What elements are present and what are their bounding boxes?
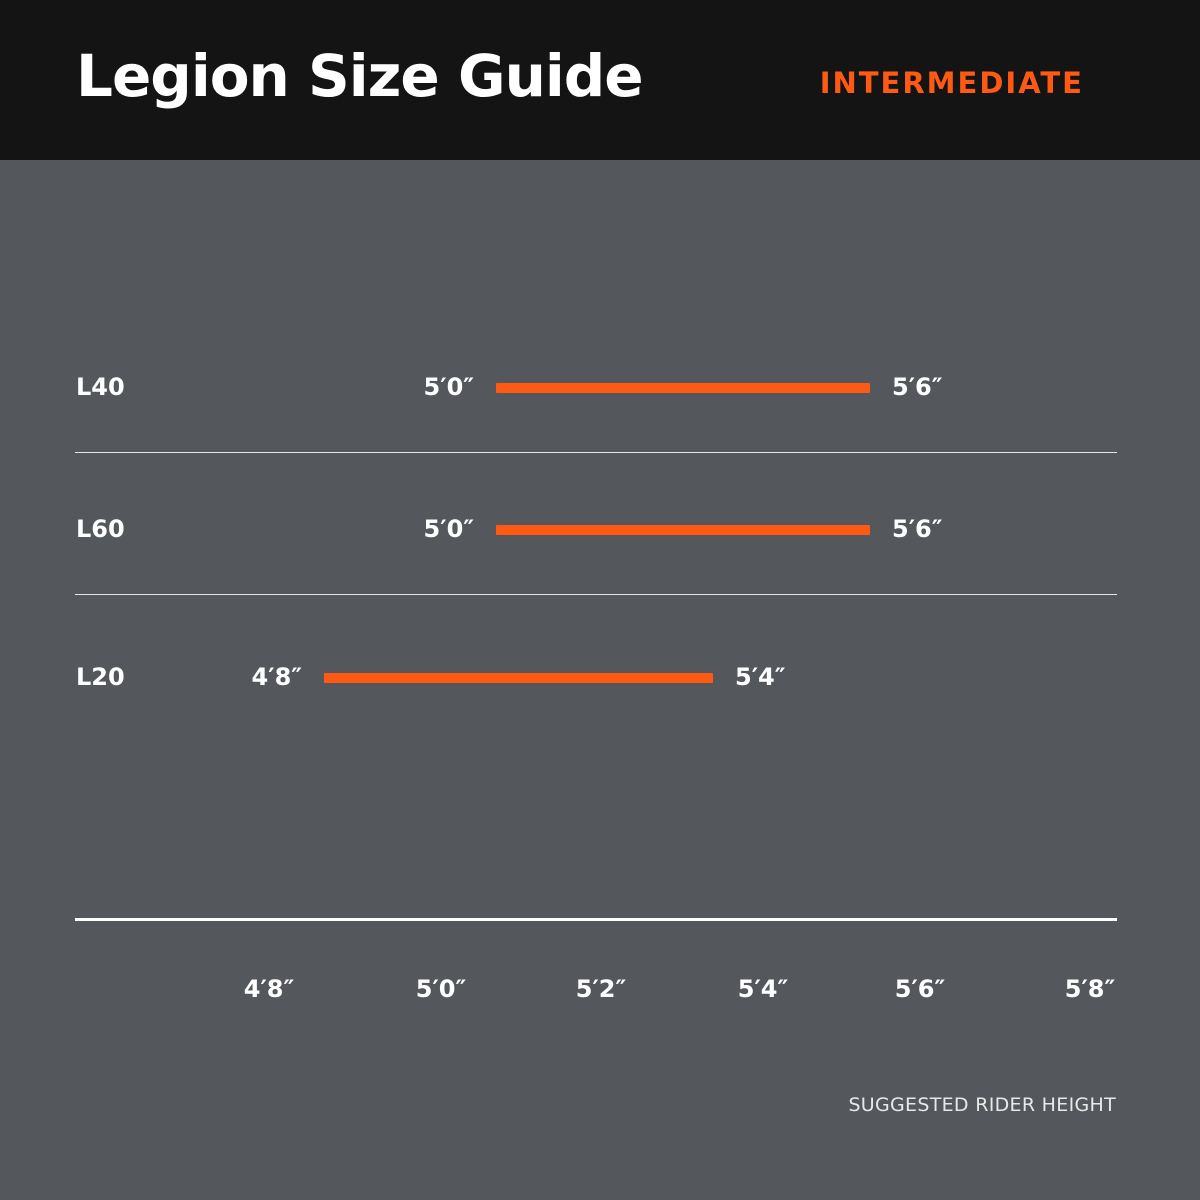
row-label-l40: L40 <box>76 373 125 401</box>
range-min-label: 5′0″ <box>423 373 474 401</box>
range-max-label: 5′6″ <box>892 373 943 401</box>
row-divider <box>75 594 1117 595</box>
range-min-label: 4′8″ <box>251 663 302 691</box>
range-min-label: 5′0″ <box>423 515 474 543</box>
page-title: Legion Size Guide <box>76 42 644 110</box>
row-divider <box>75 452 1117 453</box>
range-bar-l20 <box>324 673 713 683</box>
x-axis-title: SUGGESTED RIDER HEIGHT <box>848 1094 1116 1116</box>
row-label-l20: L20 <box>76 663 125 691</box>
x-tick-label: 5′2″ <box>575 975 627 1003</box>
header-bar: Legion Size Guide INTERMEDIATE <box>0 0 1200 160</box>
x-tick-label: 5′6″ <box>894 975 946 1003</box>
range-bar-l60 <box>496 525 870 535</box>
x-tick-label: 4′8″ <box>243 975 295 1003</box>
x-tick-label: 5′0″ <box>415 975 467 1003</box>
row-label-l60: L60 <box>76 515 125 543</box>
level-badge: INTERMEDIATE <box>819 66 1084 100</box>
x-axis-line <box>75 918 1117 921</box>
range-bar-l40 <box>496 383 870 393</box>
x-tick-label: 5′4″ <box>737 975 789 1003</box>
range-max-label: 5′6″ <box>892 515 943 543</box>
x-tick-label: 5′8″ <box>1064 975 1116 1003</box>
range-max-label: 5′4″ <box>735 663 786 691</box>
